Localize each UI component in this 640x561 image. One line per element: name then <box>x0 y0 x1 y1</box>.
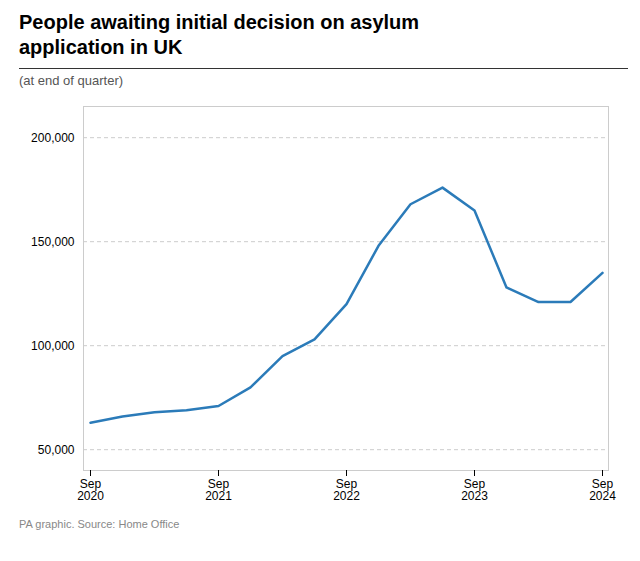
html-text:(at end of quarter): (at end of quarter) <box>19 73 124 88</box>
html-text:People awaiting initial decisi: People awaiting initial decision on asyl… <box>19 11 420 58</box>
svg-text:200,000: 200,000 <box>31 131 75 145</box>
svg-text:100,000: 100,000 <box>31 339 75 353</box>
svg-text:Sep2024: Sep2024 <box>589 477 616 503</box>
svg-text:Sep2023: Sep2023 <box>461 477 488 503</box>
svg-text:50,000: 50,000 <box>38 443 75 457</box>
svg-text:Sep2020: Sep2020 <box>77 477 104 503</box>
html-text:PA graphic. Source: Home Offic: PA graphic. Source: Home Office <box>19 518 180 530</box>
svg-text:Sep2021: Sep2021 <box>205 477 232 503</box>
svg-text:150,000: 150,000 <box>31 235 75 249</box>
svg-text:Sep2022: Sep2022 <box>333 477 360 503</box>
